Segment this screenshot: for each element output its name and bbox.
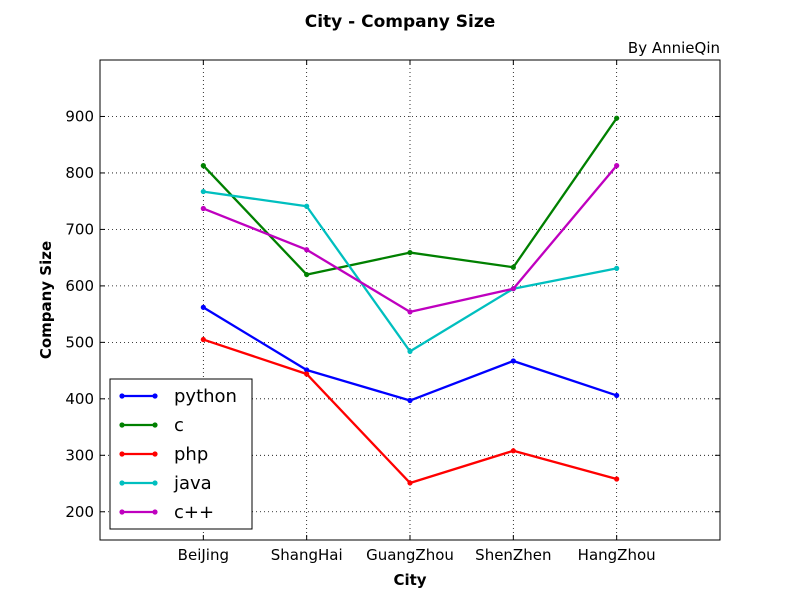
data-point — [614, 392, 620, 399]
legend-label: python — [174, 386, 237, 407]
y-tick-labels: 200 300 400 500 600 700 800 900 — [65, 107, 94, 520]
legend-swatch-point — [152, 509, 158, 515]
data-point — [614, 265, 620, 271]
legend-item: java — [119, 473, 212, 494]
legend-label: php — [174, 444, 208, 465]
series-cpp — [200, 163, 620, 315]
data-point — [200, 163, 206, 169]
chart-title: City - Company Size — [305, 12, 496, 32]
legend: python c php java c++ — [109, 378, 253, 530]
x-tick-labels: BeiJing ShangHai GuangZhou ShenZhen HangZhou — [178, 546, 656, 564]
x-tick-label: BeiJing — [178, 546, 229, 564]
series-c — [200, 115, 620, 278]
x-tick-label: ShenZhen — [475, 546, 551, 564]
legend-swatch-point — [152, 393, 158, 399]
legend-swatch-point — [119, 422, 125, 428]
y-tick-label: 300 — [65, 446, 94, 464]
y-tick-label: 200 — [65, 503, 94, 521]
y-tick-label: 700 — [65, 220, 94, 238]
data-point — [614, 115, 620, 121]
data-point — [510, 286, 516, 292]
plot-frame — [99, 59, 721, 541]
data-point — [407, 480, 413, 486]
data-point — [304, 203, 310, 209]
legend-item: python — [119, 386, 237, 407]
series-python — [200, 304, 620, 404]
y-axis-label: Company Size — [37, 241, 55, 359]
data-point — [510, 264, 516, 270]
series-php — [200, 336, 620, 486]
legend-swatch-point — [152, 480, 158, 486]
x-tick-label: HangZhou — [578, 546, 656, 564]
data-point — [200, 304, 206, 310]
legend-label: c — [174, 415, 184, 436]
data-point — [200, 205, 206, 212]
legend-label: c++ — [174, 502, 214, 523]
x-tick-label: ShangHai — [271, 546, 343, 564]
y-tick-label: 900 — [65, 107, 94, 125]
series-group — [200, 115, 620, 486]
legend-swatch-point — [152, 422, 158, 428]
data-point — [407, 249, 413, 256]
data-point — [407, 397, 413, 404]
data-point — [304, 367, 310, 373]
legend-label: java — [173, 473, 212, 494]
x-axis-label: City — [393, 571, 426, 589]
data-point — [304, 271, 310, 278]
chart-subtitle: By AnnieQin — [628, 39, 720, 57]
data-point — [407, 348, 413, 354]
data-point — [200, 336, 206, 343]
axis-ticks — [100, 60, 720, 540]
grid — [100, 60, 720, 540]
y-tick-label: 600 — [65, 277, 94, 295]
legend-swatch-point — [119, 451, 125, 457]
x-tick-label: GuangZhou — [366, 546, 454, 564]
data-point — [510, 448, 516, 454]
data-point — [304, 371, 310, 377]
data-point — [200, 188, 206, 195]
legend-swatch-point — [119, 480, 125, 486]
legend-item: c — [119, 415, 184, 436]
data-point — [407, 309, 413, 315]
y-tick-label: 500 — [65, 333, 94, 351]
legend-swatch-point — [152, 451, 158, 457]
y-tick-label: 400 — [65, 390, 94, 408]
legend-swatch-point — [119, 509, 125, 515]
data-point — [614, 476, 620, 482]
data-point — [614, 163, 620, 169]
data-point — [304, 247, 310, 253]
data-point — [510, 358, 516, 364]
legend-item: c++ — [119, 502, 214, 523]
legend-item: php — [119, 444, 208, 465]
y-tick-label: 800 — [65, 164, 94, 182]
legend-swatch-point — [119, 393, 125, 399]
